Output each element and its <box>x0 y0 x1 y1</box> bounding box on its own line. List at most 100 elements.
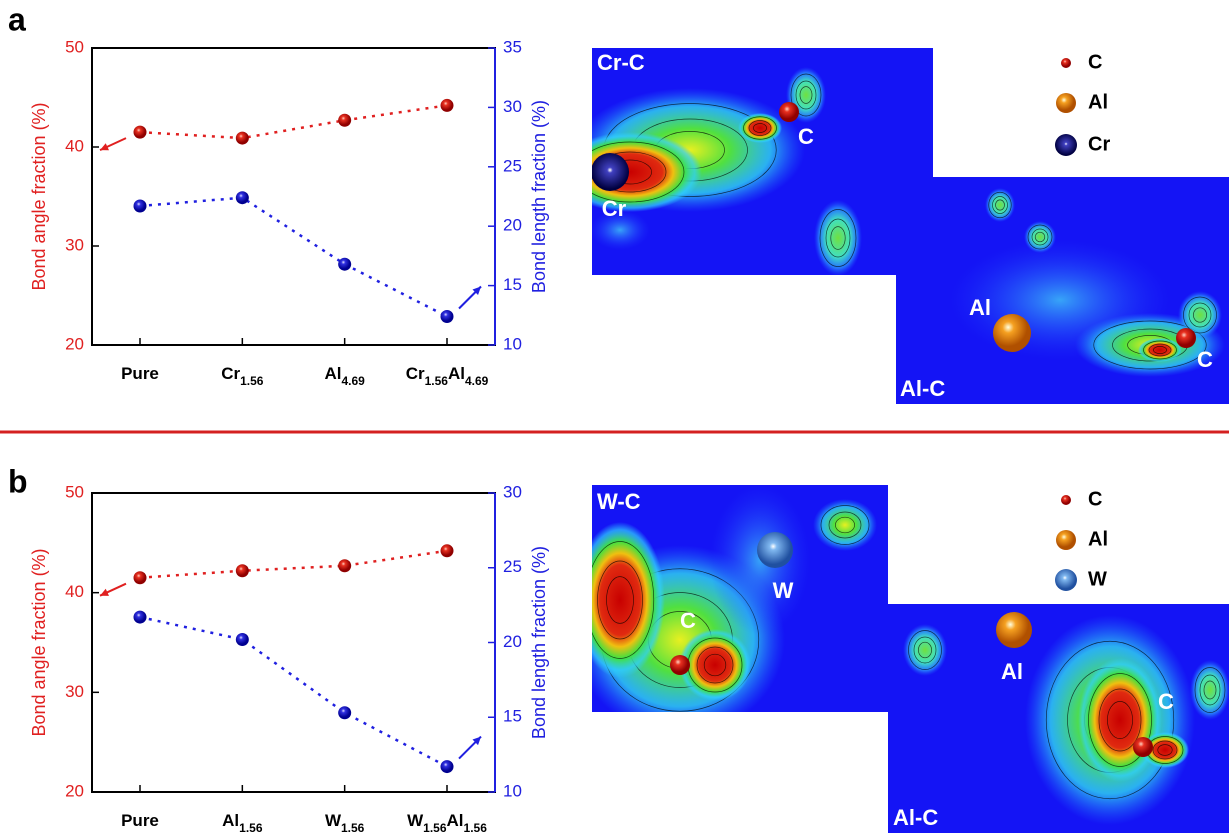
atom-label: Al <box>969 295 991 320</box>
legend-label: Al <box>1088 91 1108 113</box>
density-map: Al C Al-C <box>888 604 1229 833</box>
contour <box>799 86 813 104</box>
legend-label: C <box>1088 51 1102 73</box>
density-map: C Cr Cr-C <box>592 48 933 275</box>
legend-marker <box>1061 58 1071 68</box>
data-point <box>338 257 352 271</box>
panel-label: b <box>8 463 28 499</box>
atom-label: W <box>773 578 794 603</box>
contour <box>913 636 937 664</box>
density-blob <box>903 624 947 676</box>
data-point <box>440 98 454 112</box>
data-point <box>133 125 147 139</box>
x-tick-label: W1.56Al1.56 <box>407 811 487 833</box>
y2-tick-label: 10 <box>503 781 522 800</box>
legend-label: Al <box>1088 528 1108 550</box>
x-tick-label: Pure <box>121 364 159 383</box>
contour <box>748 120 772 136</box>
x-tick-label: Al4.69 <box>324 364 365 388</box>
contour <box>1203 680 1217 700</box>
data-point <box>338 113 352 127</box>
atom <box>670 655 690 675</box>
series-line <box>139 549 448 579</box>
contour <box>1143 340 1177 360</box>
data-point <box>235 564 249 578</box>
data-point <box>235 633 249 647</box>
density-blob <box>592 522 665 678</box>
data-point <box>133 199 147 213</box>
y-tick-label: 40 <box>65 582 84 601</box>
contour <box>1045 640 1175 800</box>
contour <box>1093 320 1207 370</box>
density-blob <box>1190 660 1229 720</box>
atom <box>592 153 629 191</box>
contour <box>592 141 685 203</box>
contour <box>1098 688 1142 752</box>
contour <box>743 116 777 140</box>
density-blob <box>679 629 751 701</box>
atom <box>779 102 799 122</box>
y-tick-label: 50 <box>65 482 84 501</box>
panel-label: a <box>8 1 26 37</box>
y2-tick-label: 25 <box>503 557 522 576</box>
contour <box>1027 224 1053 250</box>
y-axis-label: Bond angle fraction (%) <box>29 102 49 290</box>
y2-tick-label: 35 <box>503 37 522 56</box>
density-blob <box>1138 338 1182 362</box>
density-blob <box>1141 732 1189 768</box>
y-tick-label: 20 <box>65 334 84 353</box>
contour <box>825 218 851 258</box>
data-point <box>440 760 454 774</box>
y2-tick-label: 20 <box>503 632 522 651</box>
density-blob <box>738 113 782 143</box>
density-map: Al C Al-C <box>896 177 1229 404</box>
y2-axis-label: Bond length fraction (%) <box>529 100 549 293</box>
contour <box>703 653 727 677</box>
legend-marker <box>1056 93 1076 113</box>
plot-frame <box>91 492 496 793</box>
series-line <box>139 196 448 318</box>
x-tick-label: W1.56 <box>325 811 365 833</box>
series-line <box>139 615 448 768</box>
legend-label: Cr <box>1088 133 1110 155</box>
contour <box>795 80 817 110</box>
contour <box>597 560 643 640</box>
density-blob <box>814 200 862 275</box>
contour <box>1194 667 1226 713</box>
contour <box>1107 701 1133 739</box>
x-tick-label: Cr1.56 <box>221 364 264 388</box>
x-tick-label: Al1.56 <box>222 811 263 833</box>
map-content: C Cr Cr-C <box>592 50 862 275</box>
contour <box>1152 740 1178 760</box>
data-point <box>440 309 454 323</box>
contour <box>1193 307 1207 323</box>
contour <box>988 191 1012 219</box>
contour <box>1157 744 1173 756</box>
data-point <box>235 131 249 145</box>
atom-label: C <box>680 608 696 633</box>
contour <box>592 541 655 659</box>
atom <box>757 532 793 568</box>
y2-tick-label: 15 <box>503 275 522 294</box>
y-axis-label: Bond angle fraction (%) <box>29 548 49 736</box>
contour <box>1183 296 1217 334</box>
y2-tick-label: 15 <box>503 707 522 726</box>
contour <box>992 196 1008 214</box>
data-point <box>440 544 454 558</box>
legend-label: C <box>1088 488 1102 510</box>
density-blob <box>985 188 1015 222</box>
density-blob <box>1178 291 1222 339</box>
atom-label: C <box>1197 347 1213 372</box>
legend-marker <box>1055 569 1077 591</box>
y2-tick-label: 10 <box>503 334 522 353</box>
map-title: W-C <box>597 489 641 514</box>
y-tick-label: 40 <box>65 136 84 155</box>
contour <box>918 641 932 659</box>
y2-axis-label: Bond length fraction (%) <box>529 546 549 739</box>
x-tick-label: Cr1.56Al4.69 <box>406 364 489 388</box>
map-title: Al-C <box>900 376 945 401</box>
legend-marker <box>1056 530 1076 550</box>
density-map: C W W-C <box>592 485 888 712</box>
arrow-head <box>472 286 481 295</box>
